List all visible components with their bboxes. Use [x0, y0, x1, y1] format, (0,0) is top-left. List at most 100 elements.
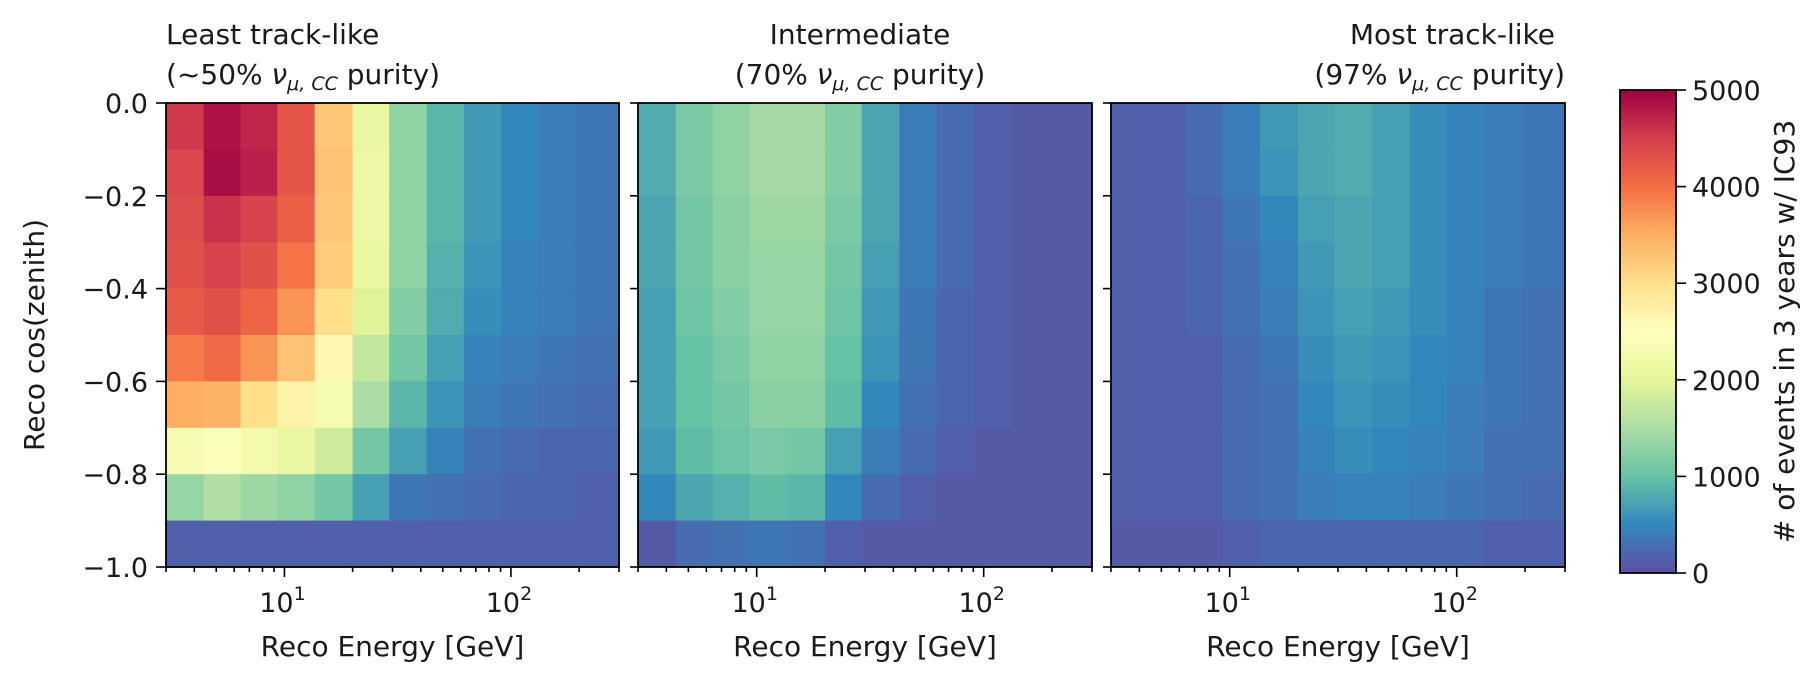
heatmap-cell [936, 288, 975, 336]
heatmap-cell [1446, 427, 1485, 475]
heatmap-cell [1484, 288, 1523, 336]
heatmap-cell [1222, 103, 1261, 150]
heatmap-cell [1048, 335, 1093, 382]
heatmap-cell [973, 520, 1012, 568]
heatmap-cell [1334, 381, 1373, 429]
heatmap-cell [240, 242, 278, 290]
heatmap-cell [501, 427, 539, 475]
heatmap-cell [1148, 149, 1187, 197]
heatmap-cell [1446, 242, 1485, 290]
heatmap-cell [936, 195, 975, 243]
heatmap-cell [538, 381, 577, 429]
heatmap-cell [1148, 381, 1187, 429]
heatmap-cell [1222, 195, 1261, 243]
heatmap-cell [861, 288, 900, 336]
heatmap-cell [638, 520, 677, 568]
heatmap-cell [1185, 242, 1224, 290]
heatmap-cell [352, 474, 390, 522]
heatmap-cell [936, 381, 975, 429]
heatmap-cell [1185, 149, 1224, 197]
heatmap-cell [1409, 335, 1448, 382]
heatmap-cell [240, 427, 278, 475]
heatmap-cell [936, 103, 975, 150]
heatmap-cell [1222, 335, 1261, 382]
heatmap-cell [1298, 288, 1336, 336]
heatmap-cell [240, 474, 278, 522]
heatmap-cell [973, 474, 1012, 522]
heatmap-cell [314, 288, 354, 336]
heatmap-cell [203, 195, 242, 243]
heatmap-cell [575, 474, 620, 522]
heatmap-cell [1111, 520, 1150, 568]
heatmap-cell [538, 149, 577, 197]
colorbar-label: # of events in 3 years w/ IC93 [1768, 120, 1801, 543]
heatmap-cell [973, 149, 1012, 197]
panel-1-title-line2: (~50% νμ, CC purity) [166, 58, 440, 95]
heatmap-cell [1260, 427, 1299, 475]
heatmap-cell [1011, 427, 1050, 475]
heatmap-cell [240, 288, 278, 336]
heatmap-cell [1334, 427, 1373, 475]
heatmap-cell [463, 103, 502, 150]
heatmap-cell [861, 335, 900, 382]
heatmap-cell [1185, 427, 1224, 475]
heatmap-cell [899, 381, 938, 429]
heatmap-cell [538, 195, 577, 243]
heatmap-cell [463, 242, 502, 290]
y-tick-label: −1.0 [82, 553, 148, 584]
heatmap-cell [166, 195, 205, 243]
heatmap-cell [352, 103, 390, 150]
colorbar-gradient [1620, 90, 1676, 573]
colorbar-tick-label: 4000 [1692, 173, 1761, 204]
heatmap-cell [936, 427, 975, 475]
heatmap-cell [1048, 103, 1093, 150]
heatmap-cell [203, 335, 242, 382]
heatmap-cell [1222, 520, 1261, 568]
heatmap-cell [352, 335, 390, 382]
heatmap-cell [749, 520, 788, 568]
heatmap-cell [1484, 103, 1523, 150]
heatmap-cell [973, 103, 1012, 150]
y-tick-label: −0.4 [82, 275, 148, 306]
heatmap-cell [899, 427, 938, 475]
heatmap-cell [861, 242, 900, 290]
heatmap-cell [861, 520, 900, 568]
heatmap-cell [501, 335, 539, 382]
panel-2: Intermediate (70% νμ, CC purity) 101 102 … [637, 18, 1093, 663]
heatmap-cell [899, 242, 938, 290]
heatmap-cell [861, 195, 900, 243]
heatmap-cell [389, 520, 428, 568]
heatmap-cell [501, 520, 539, 568]
heatmap-cell [861, 474, 900, 522]
heatmap-cell [1111, 242, 1150, 290]
heatmap-cell [314, 335, 354, 382]
heatmap-cell [1111, 103, 1150, 150]
heatmap-cell [501, 288, 539, 336]
heatmap-cell [501, 474, 539, 522]
heatmap-cell [973, 288, 1012, 336]
heatmap-cell [899, 195, 938, 243]
heatmap-cell [1484, 427, 1523, 475]
heatmap-cell [1446, 474, 1485, 522]
panel-3-x-ticks: 101 102 [1110, 567, 1566, 619]
heatmap-cell [426, 335, 465, 382]
heatmap-cell [389, 335, 428, 382]
heatmap-cell [787, 149, 826, 197]
heatmap-cell [426, 427, 465, 475]
heatmap-cell [277, 242, 316, 290]
heatmap-cell [1409, 427, 1448, 475]
heatmap-cell [1048, 195, 1093, 243]
heatmap-cell [1484, 381, 1523, 429]
heatmap-cell [1260, 474, 1299, 522]
heatmap-cell [240, 149, 278, 197]
heatmap-cell [1372, 474, 1411, 522]
heatmap-cell [538, 335, 577, 382]
heatmap-cell [501, 195, 539, 243]
heatmap-cell [1260, 288, 1299, 336]
heatmap-cell [166, 520, 205, 568]
x-tick-label: 101 [731, 583, 777, 619]
heatmap-cell [352, 288, 390, 336]
heatmap-cell [1372, 242, 1411, 290]
heatmap-cell [675, 103, 714, 150]
heatmap-cell [314, 474, 354, 522]
